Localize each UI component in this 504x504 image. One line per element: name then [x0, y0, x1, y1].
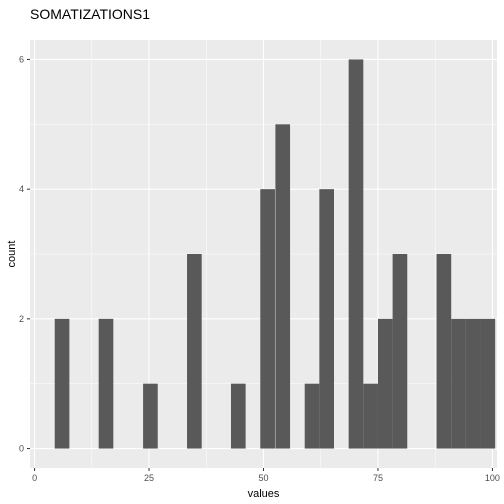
y-tick-label: 6	[19, 54, 24, 64]
histogram-bar	[436, 254, 452, 449]
histogram-bar	[275, 124, 291, 449]
histogram-bar	[143, 383, 158, 449]
x-axis-title: values	[248, 488, 280, 500]
histogram-bar	[392, 254, 408, 449]
x-tick-label: 50	[258, 473, 268, 483]
histogram-bar	[54, 318, 70, 449]
histogram-bar	[377, 318, 393, 449]
histogram-bars	[54, 59, 496, 449]
y-axis: 0 2 4 6	[19, 54, 30, 454]
histogram-bar	[348, 59, 364, 449]
y-tick-label: 0	[19, 444, 24, 454]
histogram-bar	[230, 383, 246, 449]
x-axis: 0 25 50 75 100	[32, 468, 500, 483]
histogram-bar	[304, 383, 320, 449]
histogram-bar	[451, 318, 466, 449]
x-tick-label: 25	[144, 473, 154, 483]
histogram-bar	[319, 189, 335, 449]
x-tick-label: 0	[32, 473, 37, 483]
histogram-bar	[98, 318, 114, 449]
y-axis-title: count	[6, 241, 18, 268]
histogram-bar	[187, 254, 202, 449]
histogram-bar	[260, 189, 275, 449]
x-tick-label: 75	[373, 473, 383, 483]
y-tick-label: 2	[19, 314, 24, 324]
histogram-bar	[465, 318, 481, 449]
x-tick-label: 100	[485, 473, 500, 483]
y-tick-label: 4	[19, 184, 24, 194]
histogram-bar	[480, 318, 496, 449]
chart-title: SOMATIZATIONS1	[30, 6, 150, 22]
histogram-bar	[363, 383, 378, 449]
